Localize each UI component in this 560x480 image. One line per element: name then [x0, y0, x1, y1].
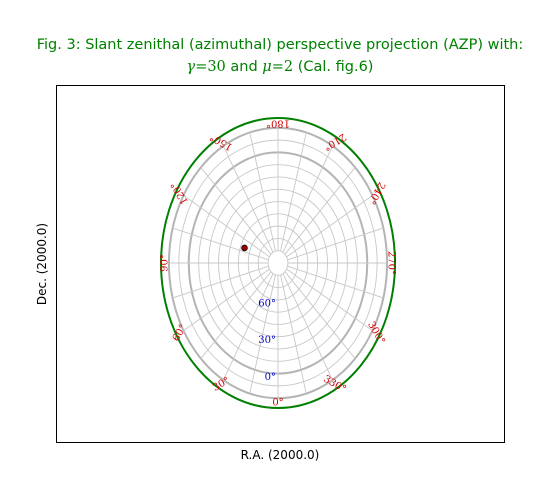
ra-gridline [280, 132, 307, 252]
ra-gridline [183, 268, 270, 331]
subtitle-connector: and [226, 59, 263, 75]
ra-gridline [200, 167, 272, 255]
chart-subtitle: γ=30 and μ=2 (Cal. fig.6) [187, 59, 374, 75]
ra-gridline [223, 145, 274, 253]
dec-tick-label: 60° [258, 298, 276, 309]
ra-tick-label: 180° [266, 117, 290, 128]
ra-gridline [249, 274, 276, 394]
ra-tick-label: 270° [386, 251, 397, 275]
gamma-symbol: γ [187, 59, 196, 75]
mu-symbol: μ [262, 59, 271, 75]
gamma-value: =30 [195, 59, 226, 75]
chart-title: Fig. 3: Slant zenithal (azimuthal) persp… [37, 37, 524, 53]
dec-tick-label: 0° [265, 372, 276, 383]
ra-gridline [282, 273, 333, 381]
ra-gridline [200, 271, 272, 359]
ra-gridline [280, 274, 307, 394]
ra-gridline [287, 265, 384, 299]
ra-gridline [284, 271, 356, 359]
ra-tick-label: 90° [159, 254, 170, 272]
x-axis-label: R.A. (2000.0) [241, 448, 320, 462]
data-point [241, 244, 248, 252]
dec-tick-label: 30° [258, 335, 276, 346]
plot-frame [56, 85, 505, 443]
ra-gridline [282, 145, 333, 253]
subtitle-suffix: (Cal. fig.6) [293, 59, 373, 75]
ra-gridline [286, 195, 373, 258]
ra-gridline [183, 195, 270, 258]
mu-value: =2 [272, 59, 293, 75]
ra-gridline [287, 227, 384, 261]
ra-gridline [172, 265, 269, 299]
ra-gridline [249, 132, 276, 252]
projection-border [160, 117, 396, 409]
ra-gridline [284, 167, 356, 255]
y-axis-label: Dec. (2000.0) [35, 223, 49, 305]
ra-tick-label: 0° [272, 398, 283, 409]
ra-gridline [172, 227, 269, 261]
ra-gridline [223, 273, 274, 381]
ra-gridline [286, 268, 373, 331]
